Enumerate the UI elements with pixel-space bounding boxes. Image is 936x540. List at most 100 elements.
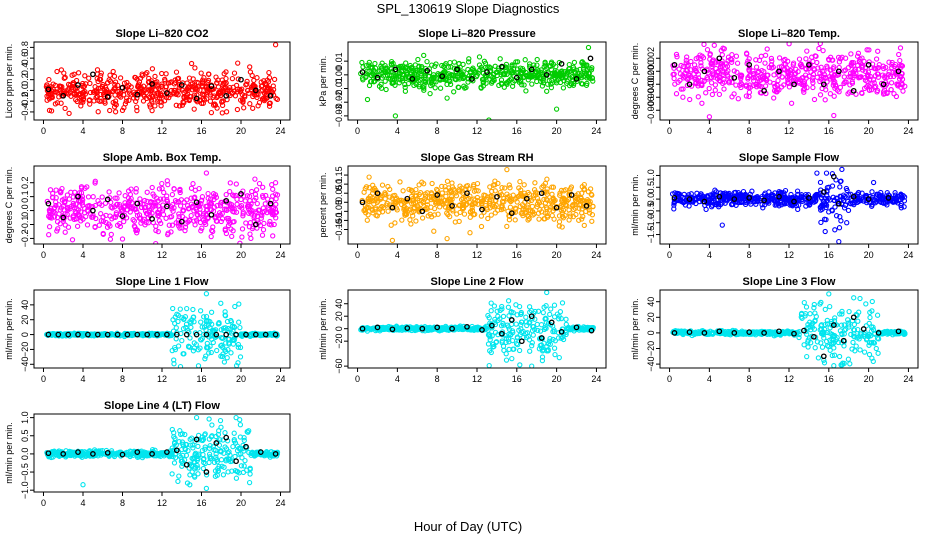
- scatter-point: [532, 180, 538, 186]
- scatter-point: [171, 357, 177, 363]
- scatter-point: [380, 325, 386, 332]
- scatter-point: [400, 71, 406, 78]
- scatter-point: [456, 218, 462, 225]
- scatter-point: [64, 205, 71, 212]
- scatter-point: [208, 200, 214, 206]
- panel-title: Slope Sample Flow: [739, 152, 840, 164]
- scatter-point: [463, 202, 469, 208]
- scatter-point: [188, 212, 194, 219]
- scatter-point: [466, 56, 472, 62]
- scatter-point: [674, 54, 680, 60]
- scatter-point: [422, 191, 428, 197]
- scatter-point: [250, 105, 256, 111]
- reference-point: [518, 338, 525, 345]
- scatter-point: [194, 92, 200, 98]
- scatter-point: [100, 214, 106, 220]
- scatter-point: [180, 326, 187, 332]
- scatter-point: [67, 206, 73, 212]
- scatter-point: [811, 96, 818, 103]
- scatter-point: [195, 212, 201, 218]
- scatter-point: [822, 97, 828, 103]
- scatter-point: [475, 188, 481, 194]
- scatter-point: [545, 348, 551, 354]
- scatter-point: [845, 317, 851, 323]
- scatter-point: [429, 180, 435, 187]
- x-tick-label: 4: [707, 250, 712, 260]
- y-tick-label: 0.15: [334, 166, 344, 184]
- scatter-point: [46, 96, 53, 102]
- scatter-point: [210, 328, 217, 334]
- scatter-point: [733, 53, 740, 59]
- y-tick-label: −0.15: [334, 218, 344, 241]
- scatter-point: [248, 84, 255, 90]
- panel-title: Slope Amb. Box Temp.: [103, 152, 222, 164]
- reference-point: [434, 192, 441, 198]
- scatter-point: [894, 196, 900, 202]
- reference-point: [208, 83, 215, 89]
- scatter-point: [553, 63, 559, 70]
- data-points: [44, 170, 281, 244]
- scatter-point: [95, 109, 101, 115]
- scatter-point: [408, 221, 414, 227]
- scatter-point: [676, 66, 682, 72]
- scatter-point: [121, 80, 128, 86]
- x-tick-label: 24: [903, 126, 913, 136]
- scatter-point: [902, 83, 908, 89]
- scatter-point: [159, 180, 165, 187]
- scatter-point: [870, 197, 877, 203]
- scatter-point: [272, 209, 279, 215]
- scatter-point: [784, 65, 790, 71]
- y-tick-label: 0.8: [20, 41, 30, 54]
- x-tick-label: 0: [667, 250, 672, 260]
- outlier-point: [184, 305, 190, 312]
- data-points: [669, 166, 908, 244]
- scatter-point: [492, 319, 498, 325]
- scatter-point: [704, 74, 710, 81]
- scatter-point: [476, 62, 483, 68]
- scatter-point: [827, 74, 833, 80]
- scatter-point: [228, 330, 235, 336]
- scatter-point: [508, 321, 515, 328]
- scatter-point: [513, 321, 519, 327]
- scatter-point: [150, 191, 156, 197]
- scatter-point: [548, 81, 554, 87]
- scatter-point: [486, 200, 492, 207]
- scatter-point: [117, 223, 124, 230]
- scatter-point: [219, 374, 223, 378]
- scatter-point: [841, 74, 847, 80]
- scatter-point: [230, 341, 237, 347]
- scatter-point: [103, 219, 109, 226]
- scatter-point: [225, 346, 231, 353]
- scatter-point: [479, 200, 485, 206]
- scatter-point: [493, 202, 499, 208]
- scatter-point: [392, 220, 398, 226]
- scatter-point: [729, 201, 735, 208]
- scatter-point: [822, 228, 828, 235]
- y-tick-label: 0.1: [334, 178, 344, 191]
- scatter-point: [729, 59, 735, 65]
- scatter-point: [513, 59, 519, 65]
- scatter-point: [540, 347, 546, 353]
- scatter-point: [869, 355, 875, 361]
- outlier-point: [544, 88, 550, 94]
- reference-point: [374, 324, 381, 331]
- scatter-point: [823, 87, 829, 93]
- scatter-point: [133, 189, 139, 195]
- scatter-point: [543, 325, 549, 332]
- reference-point: [252, 331, 259, 338]
- scatter-point: [82, 81, 89, 87]
- scatter-point: [548, 306, 554, 312]
- scatter-point: [218, 92, 224, 98]
- scatter-point: [421, 181, 427, 187]
- scatter-point: [199, 324, 205, 330]
- scatter-point: [500, 320, 506, 327]
- scatter-point: [54, 214, 61, 221]
- scatter-point: [374, 213, 380, 219]
- scatter-point: [221, 327, 227, 334]
- scatter-point: [510, 346, 516, 352]
- scatter-point: [485, 341, 492, 347]
- scatter-point: [826, 184, 832, 190]
- scatter-point: [542, 200, 549, 206]
- scatter-point: [420, 84, 426, 90]
- scatter-point: [460, 69, 466, 75]
